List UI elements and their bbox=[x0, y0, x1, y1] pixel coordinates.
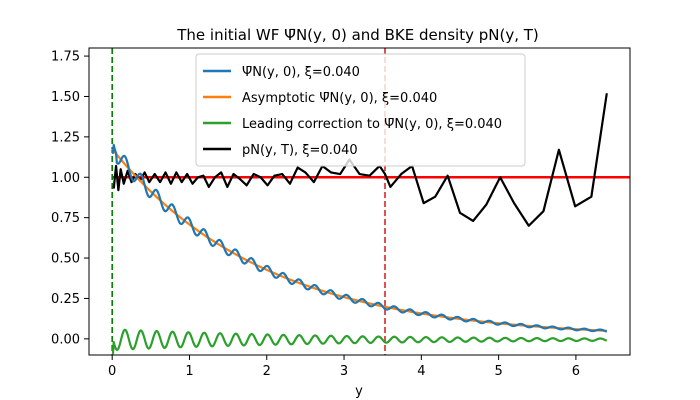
plot-lines bbox=[111, 48, 630, 355]
legend-entry-0: Ψ̄N(y, 0), ξ=0.040 bbox=[242, 65, 360, 80]
y-tick-label-5: 1.25 bbox=[51, 130, 80, 145]
axis-ticks: 0 1 2 3 4 5 6 0.00 0.25 0.50 0.75 1.00 1.25 1.50 1.75 bbox=[51, 50, 580, 379]
legend: Ψ̄N(y, 0), ξ=0.040 Asymptotic Ψ̄N(y, 0), … bbox=[195, 53, 526, 167]
legend-entry-2: Leading correction to Ψ̄N(y, 0), ξ=0.040 bbox=[242, 117, 502, 132]
y-tick-label-0: 0.00 bbox=[51, 332, 80, 347]
y-tick-label-2: 0.50 bbox=[51, 252, 80, 267]
y-tick-label-7: 1.75 bbox=[51, 50, 80, 65]
y-tick-label-6: 1.50 bbox=[51, 90, 80, 105]
y-tick-label-4: 1.00 bbox=[51, 171, 80, 186]
y-tick-label-1: 0.25 bbox=[51, 292, 80, 307]
legend-entry-3: pN(y, T), ξ=0.040 bbox=[242, 143, 358, 158]
x-tick-label-5: 5 bbox=[494, 364, 502, 379]
x-tick-label-2: 2 bbox=[263, 364, 271, 379]
x-axis-label: y bbox=[355, 384, 363, 399]
x-tick-label-0: 0 bbox=[108, 364, 116, 379]
x-tick-label-6: 6 bbox=[572, 364, 580, 379]
x-tick-label-3: 3 bbox=[340, 364, 348, 379]
legend-box bbox=[195, 53, 526, 167]
y-tick-label-3: 0.75 bbox=[51, 211, 80, 226]
series-line-0 bbox=[112, 93, 608, 227]
series-line-2 bbox=[111, 143, 608, 333]
x-tick-label-4: 4 bbox=[417, 364, 425, 379]
axes-frame bbox=[88, 47, 631, 356]
series-line-3 bbox=[111, 328, 608, 355]
x-tick-label-1: 1 bbox=[185, 364, 193, 379]
chart-title: The initial WF Ψ̄N(y, 0) and BKE density… bbox=[176, 26, 539, 44]
legend-entry-1: Asymptotic Ψ̄N(y, 0), ξ=0.040 bbox=[242, 91, 437, 106]
